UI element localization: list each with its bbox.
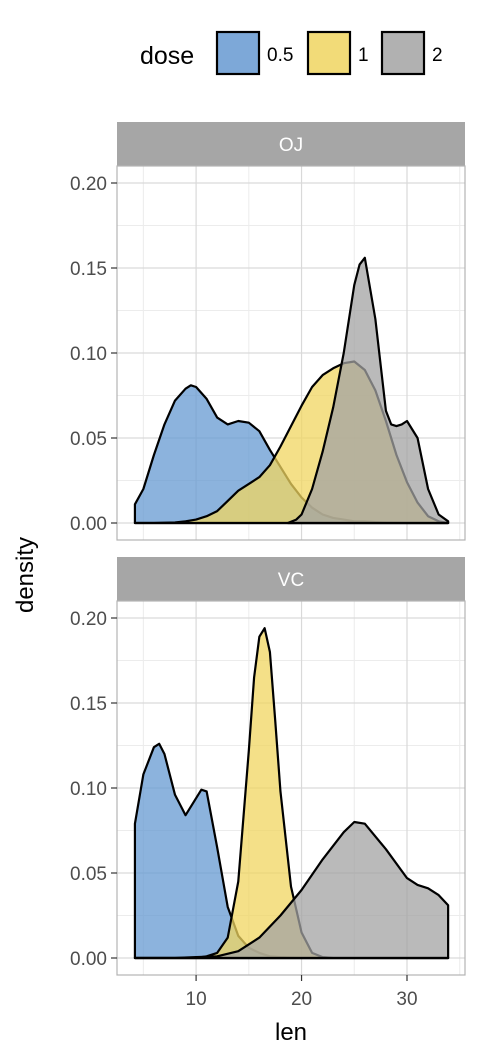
y-tick-label: 0.10: [70, 344, 107, 365]
x-tick-label: 10: [186, 989, 207, 1010]
y-axis-title: density: [12, 537, 39, 613]
facet-strip: [117, 122, 465, 166]
y-tick-label: 0.10: [70, 779, 107, 800]
density-area-dose-2: [133, 820, 450, 960]
legend-key-2: [380, 30, 426, 76]
legend-label: 2: [432, 45, 443, 66]
y-tick-label: 0.00: [70, 949, 107, 970]
x-tick-label: 30: [396, 989, 417, 1010]
x-tick-label: 20: [291, 989, 312, 1010]
y-tick-label: 0.05: [70, 864, 107, 885]
legend-key-1: [306, 30, 352, 76]
x-axis-title: len: [275, 1019, 307, 1046]
y-tick-label: 0.00: [70, 514, 107, 535]
facet-strip-label: OJ: [279, 135, 303, 156]
density-area-dose-2: [286, 256, 450, 525]
legend-key-0.5: [215, 30, 261, 76]
y-tick-label: 0.20: [70, 174, 107, 195]
facet-strip-label: VC: [278, 570, 304, 591]
y-tick-label: 0.15: [70, 259, 107, 280]
facet-panel-vc: VC 0.00 0.05 0.10 0.15 0.20 10 20 30: [70, 557, 466, 1010]
legend-label: 0.5: [267, 45, 293, 66]
legend: dose 0.5 1 2: [140, 30, 443, 76]
y-tick-label: 0.05: [70, 429, 107, 450]
facet-panel-oj: OJ 0.00 0.05 0.10 0.15 0.20: [70, 122, 466, 541]
legend-label: 1: [358, 45, 369, 66]
facet-panels: OJ 0.00 0.05 0.10 0.15 0.20 VC 0.00 0.05 0.10 0.15…: [70, 122, 466, 1010]
facet-strip: [117, 557, 465, 601]
y-tick-label: 0.20: [70, 609, 107, 630]
legend-title: dose: [140, 42, 194, 70]
y-tick-label: 0.15: [70, 694, 107, 715]
